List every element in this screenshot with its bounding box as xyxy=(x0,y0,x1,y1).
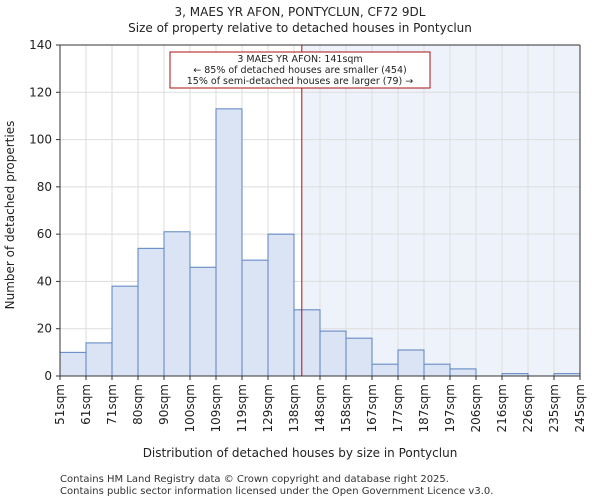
annotation-line-3: 15% of semi-detached houses are larger (… xyxy=(187,76,414,87)
x-tick-label: 245sqm xyxy=(573,384,587,432)
x-tick-label: 148sqm xyxy=(313,384,327,432)
x-tick-label: 158sqm xyxy=(339,384,353,432)
highlight-region xyxy=(301,45,580,376)
x-tick-label: 177sqm xyxy=(391,384,405,432)
annotation-line-2: ← 85% of detached houses are smaller (45… xyxy=(193,65,406,76)
bar xyxy=(163,231,191,377)
bar xyxy=(423,363,451,377)
y-tick-label: 140 xyxy=(29,38,52,52)
bar xyxy=(345,337,373,377)
annotation-box xyxy=(169,51,431,89)
bar xyxy=(215,108,243,377)
y-tick-label: 20 xyxy=(37,322,52,336)
x-tick-label: 100sqm xyxy=(183,384,197,432)
bar xyxy=(137,247,165,377)
bar xyxy=(59,351,87,377)
bar xyxy=(397,349,425,377)
chart-title: 3, MAES YR AFON, PONTYCLUN, CF72 9DL xyxy=(175,5,426,19)
bars xyxy=(59,108,581,377)
y-tick-label: 100 xyxy=(29,133,52,147)
chart-subtitle: Size of property relative to detached ho… xyxy=(128,21,472,35)
x-tick-label: 206sqm xyxy=(469,384,483,432)
y-tick-label: 60 xyxy=(37,227,52,241)
x-tick-label: 90sqm xyxy=(157,384,171,425)
y-axis-ticks: 0 20 40 60 80 100 120 140 xyxy=(29,38,60,383)
bar xyxy=(371,363,399,377)
x-tick-label: 119sqm xyxy=(235,384,249,432)
y-axis-label: Number of detached properties xyxy=(3,121,17,310)
x-tick-label: 80sqm xyxy=(131,384,145,425)
x-tick-label: 109sqm xyxy=(209,384,223,432)
bar xyxy=(241,259,269,377)
bar xyxy=(267,233,295,377)
bar xyxy=(85,342,113,377)
footer-line-2: Contains public sector information licen… xyxy=(60,486,493,497)
x-axis-label: Distribution of detached houses by size … xyxy=(143,446,458,460)
x-tick-label: 226sqm xyxy=(521,384,535,432)
x-tick-label: 187sqm xyxy=(417,384,431,432)
bar xyxy=(449,368,477,377)
bar xyxy=(319,330,347,377)
y-tick-label: 0 xyxy=(44,369,52,383)
bar xyxy=(293,309,321,377)
y-tick-label: 120 xyxy=(29,85,52,99)
footer-line-1: Contains HM Land Registry data © Crown c… xyxy=(60,474,449,485)
annotation-line-1: 3 MAES YR AFON: 141sqm xyxy=(237,54,362,65)
x-tick-label: 216sqm xyxy=(495,384,509,432)
x-tick-label: 51sqm xyxy=(53,384,67,425)
x-tick-label: 61sqm xyxy=(79,384,93,425)
x-axis-ticks: 51sqm 61sqm 71sqm 80sqm 90sqm 100sqm 109sqm 119… xyxy=(53,376,587,432)
x-tick-label: 129sqm xyxy=(261,384,275,432)
x-tick-label: 167sqm xyxy=(365,384,379,432)
x-tick-label: 197sqm xyxy=(443,384,457,432)
bar xyxy=(189,266,217,377)
y-tick-label: 80 xyxy=(37,180,52,194)
x-tick-label: 71sqm xyxy=(105,384,119,425)
y-tick-label: 40 xyxy=(37,274,52,288)
bar xyxy=(111,285,139,377)
x-tick-label: 138sqm xyxy=(287,384,301,432)
x-tick-label: 235sqm xyxy=(547,384,561,432)
